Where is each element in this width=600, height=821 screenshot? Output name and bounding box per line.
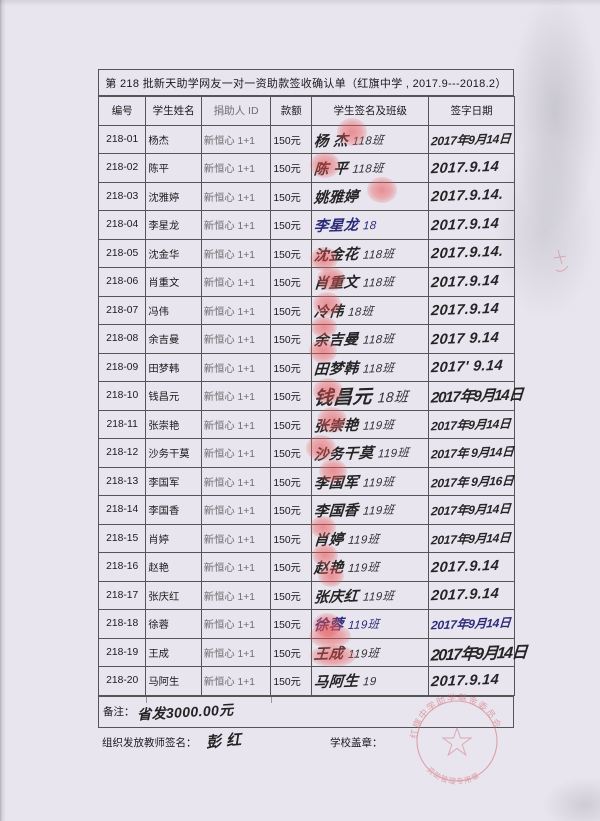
svg-text:资助管理专用章: 资助管理专用章 [425,764,482,786]
